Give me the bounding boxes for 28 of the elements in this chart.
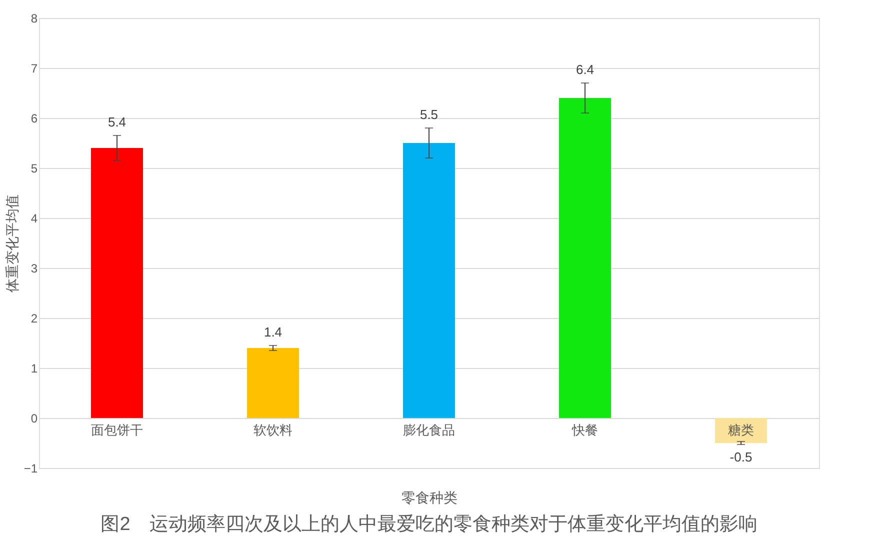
bar — [403, 143, 455, 418]
y-tick-label: 5 — [30, 162, 38, 176]
y-tick-label: 1 — [30, 362, 38, 376]
x-tick-label: 膨化食品 — [403, 422, 455, 438]
data-label: 1.4 — [264, 324, 282, 340]
y-tick-label: 7 — [30, 62, 38, 76]
y-tick-label: 0 — [30, 412, 38, 426]
bar — [91, 148, 143, 418]
data-label: 5.5 — [420, 107, 438, 122]
x-tick-label: 快餐 — [571, 422, 598, 438]
x-tick-label: 面包饼干 — [91, 422, 143, 438]
x-axis-title: 零食种类 — [402, 490, 458, 506]
y-tick-label: −1 — [24, 462, 38, 476]
y-tick-label: 8 — [30, 12, 38, 26]
x-tick-label: 糖类 — [728, 422, 754, 438]
bar — [559, 98, 611, 418]
y-axis-title: 体重变化平均值 — [4, 194, 20, 292]
y-tick-label: 6 — [30, 112, 38, 126]
data-label: 6.4 — [576, 62, 594, 77]
y-tick-label: 3 — [30, 262, 38, 276]
y-tick-label: 2 — [30, 312, 38, 326]
data-label: 5.4 — [108, 114, 126, 130]
y-tick-label: 4 — [30, 212, 38, 226]
data-label: -0.5 — [730, 450, 752, 464]
text: 图2 运动频率四次及以上的人中最爱吃的零食种类对于体重变化平均值的影响 — [100, 513, 758, 535]
bar — [247, 348, 299, 418]
bar — [715, 418, 767, 443]
x-tick-label: 软饮料 — [254, 422, 292, 438]
